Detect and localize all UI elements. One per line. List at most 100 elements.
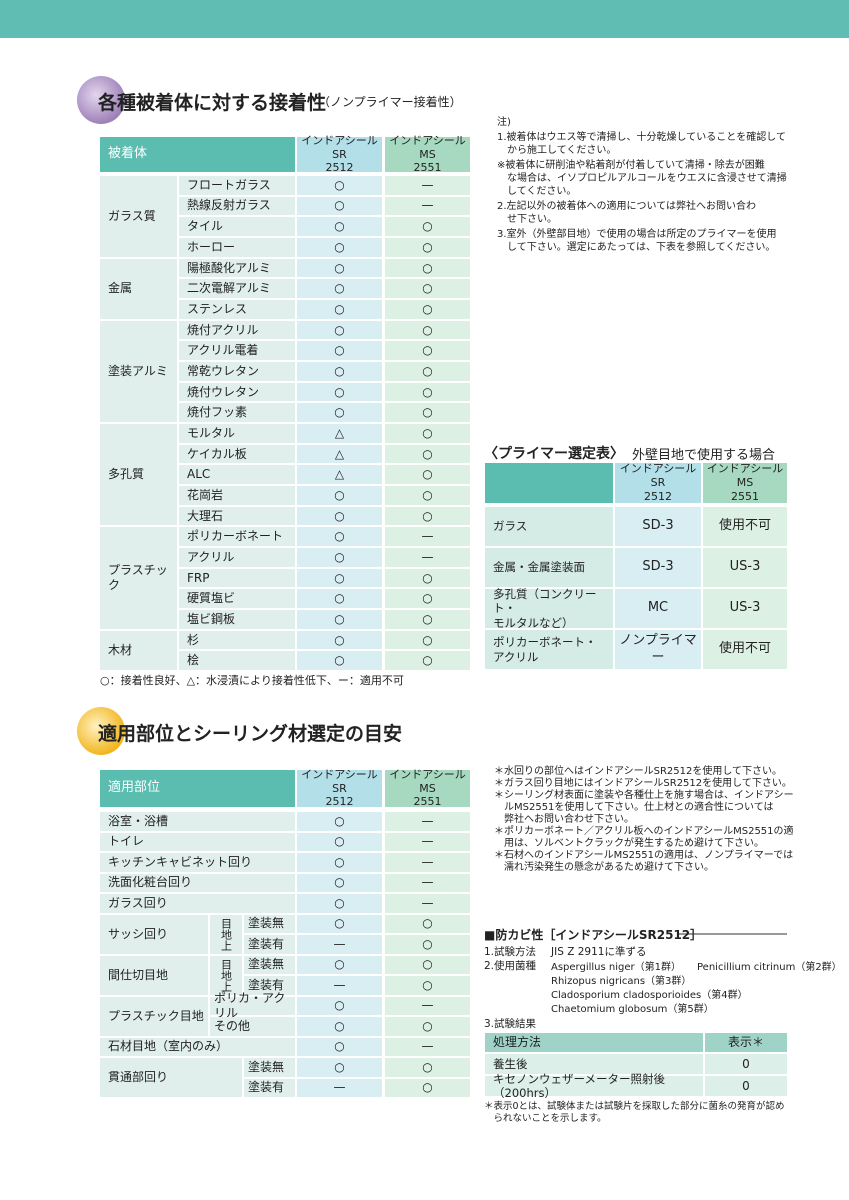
row-label: ガラス回り: [100, 894, 295, 913]
ms-value: ○: [385, 382, 470, 402]
section-subtitle: （ノンプライマー接着性）: [318, 95, 462, 109]
ms-value: —: [385, 894, 470, 913]
group-cell: プラスチック目地: [100, 996, 208, 1036]
row-label: 常乾ウレタン: [179, 362, 295, 381]
note: ＊シーリング材表面に塗装や各種仕上を施す場合は、インドアシー ルMS2551を使…: [494, 790, 794, 825]
sr-value: ○: [297, 548, 382, 567]
ms-value: ○: [385, 610, 470, 629]
ms-value: —: [385, 196, 470, 216]
sr-value: △: [297, 444, 382, 464]
row-label: 多孔質（コンクリート・ モルタルなど）: [485, 587, 613, 630]
sr-value: ○: [297, 832, 382, 851]
ms-value: ○: [385, 238, 470, 257]
row-label: ケイカル板: [179, 444, 295, 464]
footnote: ＊表示0とは、試験体または試験片を採取した部分に菌糸の発育が認め られないことを…: [484, 1101, 785, 1124]
header-cell: インドアシールSR 2512: [297, 768, 382, 808]
sr-value: ○: [297, 362, 382, 381]
ms-value: ○: [385, 955, 470, 974]
sr-value: SD-3: [615, 507, 701, 546]
row-label: アクリル電着: [179, 341, 295, 361]
note: ＊石材へのインドアシールMS2551の適用は、ノンプライマーでは 濡れ汚染発生の…: [494, 850, 794, 873]
row-label: 二次電解アルミ: [179, 279, 295, 298]
species: Aspergillus niger（第1群）: [551, 962, 681, 973]
sr-value: ○: [297, 955, 382, 974]
sr-value: ○: [297, 589, 382, 609]
ms-value: ○: [385, 362, 470, 381]
row-label: ALC: [179, 465, 295, 485]
ms-value: ○: [385, 1017, 470, 1036]
item-label: 2.使用菌種: [484, 960, 537, 972]
ms-value: ○: [385, 465, 470, 485]
ms-value: ○: [385, 300, 470, 319]
row-label: 花崗岩: [179, 486, 295, 505]
sr-value: —: [297, 976, 382, 995]
header-cell: インドアシールSR 2512: [615, 462, 701, 503]
row-label: 浴室・浴槽: [100, 812, 295, 831]
ms-value: —: [385, 853, 470, 872]
sr-value: ○: [297, 176, 382, 195]
row-label: 焼付フッ素: [179, 403, 295, 423]
header-cell: インドアシールMS 2551: [385, 134, 470, 174]
row-label: 硬質塩ビ: [179, 589, 295, 609]
header-cell: インドアシールMS 2551: [703, 462, 787, 503]
header-cell: [485, 463, 613, 503]
row-label: 塗装無: [244, 955, 295, 974]
species: Penicillium citrinum（第2群）: [697, 962, 842, 973]
row-label: 塗装無: [244, 1058, 295, 1077]
sr-value: △: [297, 465, 382, 485]
row-label: 熱線反射ガラス: [179, 196, 295, 216]
row-label: 洗面化粧台回り: [100, 873, 295, 892]
note: 2.左記以外の被着体への適用については弊社へお問い合わ せ下さい。: [497, 201, 757, 225]
sr-value: ○: [297, 1037, 382, 1056]
row-label: その他: [210, 1017, 295, 1036]
ms-value: ○: [385, 1058, 470, 1077]
note: ※被着体に研削油や粘着剤が付着していて清掃・除去が困難 な場合は、イソプロピルア…: [497, 160, 787, 197]
row-label: 金属・金属塗装面: [485, 548, 613, 587]
legend: ○：接着性良好、△：水浸漬により接着性低下、ー：適用不可: [100, 674, 404, 687]
ms-value: ○: [385, 651, 470, 671]
ms-value: US-3: [703, 589, 787, 628]
ms-value: ○: [385, 341, 470, 361]
sr-value: ○: [297, 853, 382, 872]
group-cell: 木材: [100, 630, 177, 671]
ms-value: 使用不可: [703, 630, 787, 669]
primer-title: 〈プライマー選定表〉: [484, 446, 624, 462]
group-cell: 間仕切目地: [100, 955, 208, 995]
row-label: キセノンウェザーメーター照射後（200hrs）: [485, 1072, 703, 1100]
value: 0: [705, 1054, 787, 1074]
sr-value: ○: [297, 486, 382, 505]
note: ＊ガラス回り目地にはインドアシールSR2512を使用して下さい。: [494, 778, 792, 789]
row-label: 大理石: [179, 506, 295, 526]
yellow-circle: [77, 707, 125, 755]
sub-label: 目地上: [210, 914, 242, 954]
ms-value: 使用不可: [703, 507, 787, 546]
section-title: 適用部位とシーリング材選定の目安: [98, 723, 403, 745]
sub-label: 目地上: [210, 955, 242, 995]
ms-value: —: [385, 832, 470, 851]
ms-value: —: [385, 996, 470, 1015]
sr-value: ○: [297, 651, 382, 671]
row-label: キッチンキャビネット回り: [100, 853, 295, 872]
sr-value: ○: [297, 1058, 382, 1077]
row-label: ポリカーボネート: [179, 527, 295, 547]
sr-value: ○: [297, 996, 382, 1015]
header-cell: 表示＊: [705, 1033, 787, 1052]
sr-value: SD-3: [615, 548, 701, 587]
group-cell: ガラス質: [100, 176, 177, 257]
mold-title: ■防カビ性［インドアシールSR2512］: [484, 928, 703, 942]
row-label: ポリカーボネート・ アクリル: [485, 630, 613, 669]
row-label: FRP: [179, 568, 295, 588]
row-label: 塩ビ鋼板: [179, 610, 295, 629]
species: Cladosporium cladosporioides（第4群）: [551, 990, 748, 1001]
ms-value: ○: [385, 486, 470, 505]
sr-value: ○: [297, 238, 382, 257]
primer-subtitle: 外壁目地で使用する場合: [632, 448, 776, 463]
sr-value: —: [297, 1078, 382, 1097]
sr-value: ○: [297, 506, 382, 526]
row-label: 焼付ウレタン: [179, 382, 295, 402]
group-cell: 金属: [100, 258, 177, 319]
sr-value: ○: [297, 527, 382, 547]
sr-value: ○: [297, 873, 382, 892]
ms-value: ○: [385, 403, 470, 423]
